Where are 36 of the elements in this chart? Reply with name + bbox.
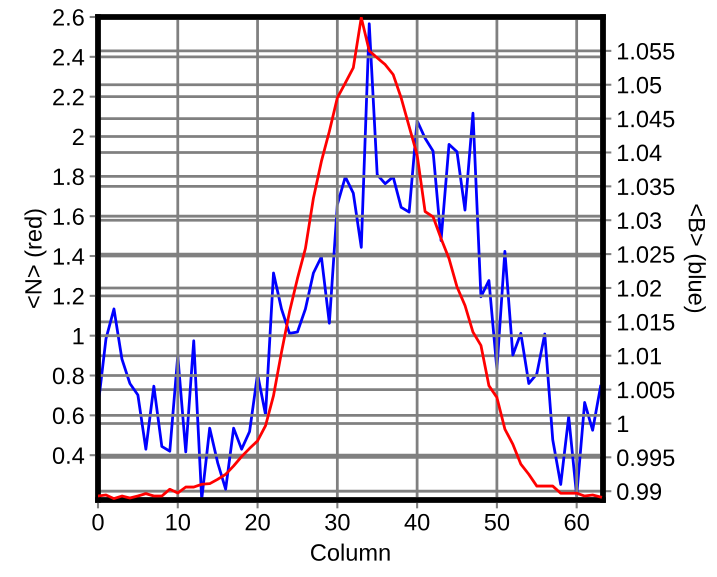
y-axis-title: <N> (red) [24, 209, 46, 308]
y-tick-label: 0.8 [52, 368, 84, 384]
y-tick-label: 2 [72, 128, 84, 146]
x-axis-title: Column [311, 544, 390, 561]
x-tick-label: 40 [404, 514, 430, 531]
y-tick-label: 2.4 [53, 48, 84, 66]
x-tick-label: 30 [325, 514, 350, 531]
x-tick-label: 50 [484, 514, 510, 531]
x-tick-label: 0 [92, 514, 104, 531]
y-tick-label: 0.6 [52, 407, 84, 424]
y2-tick-label: 0.99 [617, 483, 662, 500]
x-tick-label: 60 [564, 514, 589, 531]
y2-tick-label: 1.04 [618, 144, 662, 162]
y-tick-label: 1.8 [54, 168, 84, 186]
y2-tick-label: 1.035 [618, 178, 674, 196]
y2-tick-label: 1.045 [618, 110, 674, 128]
y-tick-label: 0.4 [52, 447, 84, 464]
y2-tick-label: 1.03 [618, 212, 662, 230]
y2-tick-label: 1.015 [618, 314, 674, 331]
y-tick-label: 2.6 [53, 9, 84, 26]
y2-tick-label: 1.005 [618, 382, 674, 398]
x-tick-label: 10 [166, 514, 190, 531]
y-tick-label: 1.6 [54, 208, 84, 225]
y2-tick-label: 0.995 [617, 449, 674, 466]
y-tick-label: 2.2 [53, 88, 84, 106]
y2-tick-label: 1.01 [618, 348, 661, 364]
y2-axis-title: <B> (blue) [684, 204, 706, 312]
y-tick-label: 1 [73, 328, 84, 344]
y2-tick-label: 1.055 [618, 42, 674, 60]
x-tick-label: 20 [246, 514, 270, 531]
y2-tick-label: 1.02 [618, 280, 661, 297]
y-tick-label: 1.2 [54, 288, 84, 304]
y2-tick-label: 1 [618, 416, 628, 432]
y2-tick-label: 1.025 [618, 246, 674, 263]
y-tick-label: 1.4 [54, 248, 84, 265]
y2-tick-label: 1.05 [618, 76, 662, 94]
